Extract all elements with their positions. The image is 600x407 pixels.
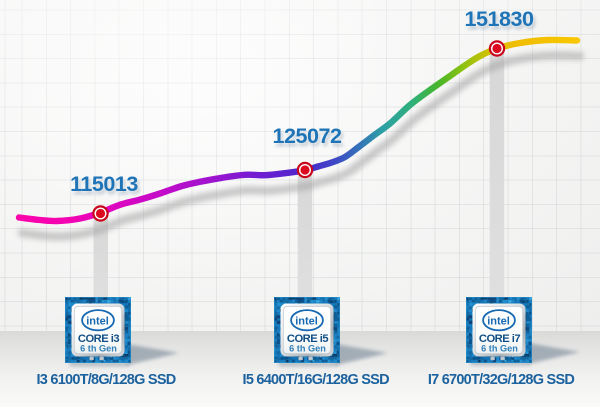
svg-text:6 th Gen: 6 th Gen	[481, 343, 518, 353]
svg-text:CORE i3: CORE i3	[78, 333, 120, 345]
svg-text:CORE i7: CORE i7	[479, 333, 521, 345]
svg-text:6 th Gen: 6 th Gen	[289, 343, 326, 353]
svg-text:6 th Gen: 6 th Gen	[80, 343, 117, 353]
svg-text:CORE i5: CORE i5	[287, 333, 329, 345]
